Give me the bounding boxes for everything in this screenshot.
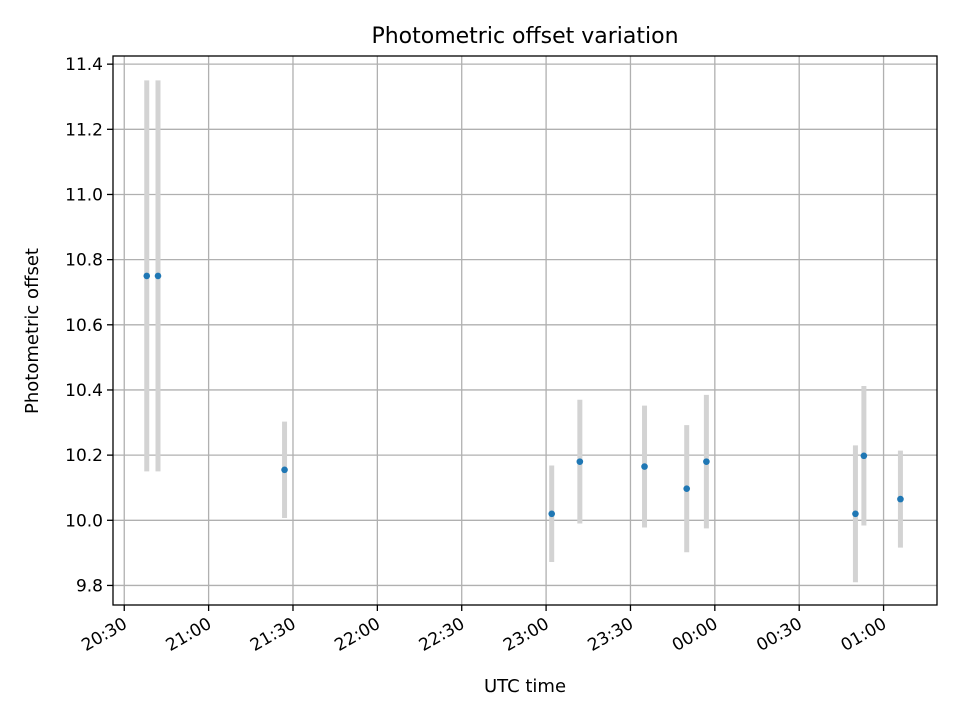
data-points xyxy=(143,272,904,518)
x-tick-label: 21:00 xyxy=(163,614,215,656)
data-point xyxy=(897,495,904,503)
data-point xyxy=(548,510,556,518)
axis-ticks: 20:30 21:00 21:30 22:00 22:30 23:00 23:30 00:00… xyxy=(65,55,890,656)
data-point xyxy=(641,463,648,470)
chart-title: Photometric offset variation xyxy=(371,24,678,49)
y-tick-label: 10.6 xyxy=(65,316,103,336)
x-tick-label: 21:30 xyxy=(247,614,299,656)
data-point xyxy=(154,272,162,280)
y-axis-label: Photometric offset xyxy=(22,248,43,414)
data-point xyxy=(860,452,868,460)
x-tick-label: 23:00 xyxy=(500,614,552,656)
y-tick-label: 11.2 xyxy=(65,120,103,140)
x-tick-label: 01:00 xyxy=(838,614,890,656)
data-point xyxy=(281,466,288,474)
x-tick-label: 00:30 xyxy=(753,614,805,656)
data-point xyxy=(703,458,710,465)
x-tick-label: 00:00 xyxy=(669,614,721,656)
plot-frame xyxy=(112,55,938,606)
y-tick-label: 10.0 xyxy=(65,511,103,531)
x-tick-label: 22:00 xyxy=(331,614,383,656)
x-tick-label: 20:30 xyxy=(78,614,130,656)
y-tick-label: 10.8 xyxy=(65,251,103,271)
y-tick-label: 10.4 xyxy=(65,381,103,401)
x-tick-label: 23:30 xyxy=(585,614,637,656)
data-point xyxy=(576,458,584,465)
y-tick-label: 10.2 xyxy=(65,446,103,466)
grid-lines xyxy=(113,56,937,605)
data-point xyxy=(143,272,151,280)
x-tick-label: 22:30 xyxy=(416,614,468,656)
data-point xyxy=(683,485,691,492)
y-tick-label: 9.8 xyxy=(76,576,103,596)
data-point xyxy=(852,510,859,518)
error-bars xyxy=(144,80,903,583)
x-axis-label: UTC time xyxy=(484,676,566,697)
y-tick-label: 11.4 xyxy=(65,55,103,75)
y-tick-label: 11.0 xyxy=(65,185,103,205)
